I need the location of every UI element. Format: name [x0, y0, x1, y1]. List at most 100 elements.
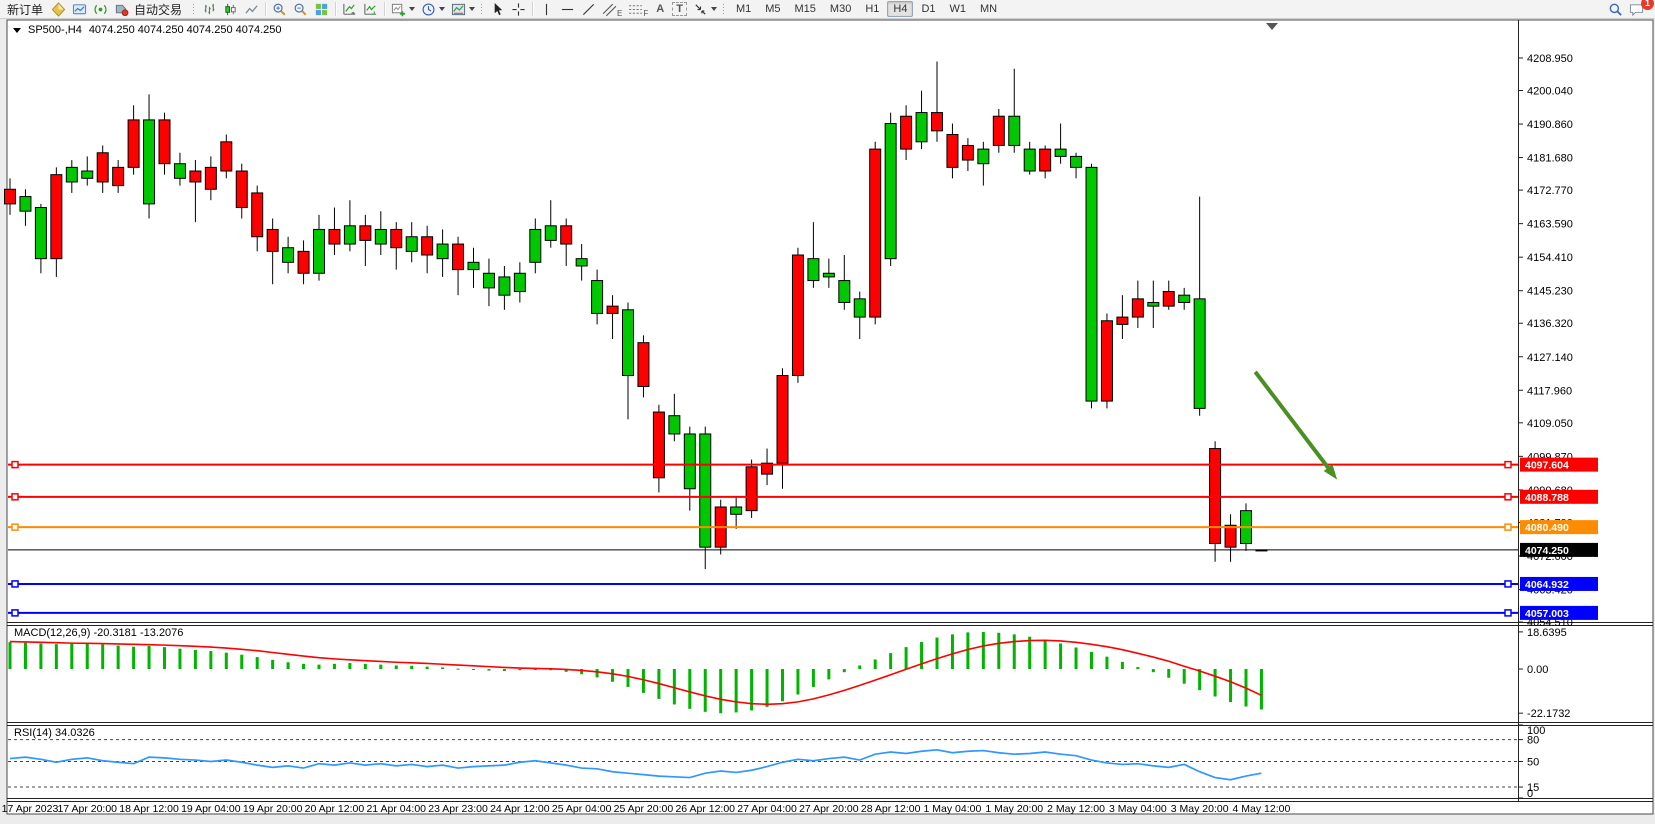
- price-line-handle[interactable]: [11, 493, 19, 501]
- autotrade-button[interactable]: 自动交易: [111, 1, 190, 18]
- macd-histogram-bar: [750, 669, 754, 711]
- candle: [529, 228, 542, 263]
- price-line-handle[interactable]: [1504, 523, 1512, 531]
- candlestick-type-icon[interactable]: [220, 1, 241, 18]
- macd-value: -20.3181: [93, 627, 137, 639]
- chat-icon[interactable]: 1: [1626, 0, 1654, 18]
- price-line-handle[interactable]: [11, 609, 19, 617]
- candle: [776, 375, 789, 464]
- timeframe-w1[interactable]: W1: [949, 3, 967, 15]
- macd-histogram-bar: [441, 667, 445, 670]
- trend-arrow-annotation[interactable]: [1253, 370, 1333, 473]
- timeframe-d1[interactable]: D1: [921, 3, 936, 15]
- timeframe-m5[interactable]: M5: [765, 3, 781, 15]
- timeframe-m30[interactable]: M30: [829, 3, 852, 15]
- macd-histogram-bar: [487, 669, 491, 671]
- candle: [266, 228, 279, 252]
- macd-histogram-bar: [796, 669, 800, 695]
- toolbar-grip[interactable]: [480, 2, 484, 16]
- arrows-tool-icon[interactable]: [690, 1, 720, 18]
- price-line-handle[interactable]: [11, 460, 19, 469]
- bar-chart-type-icon[interactable]: [199, 1, 220, 18]
- price-line-handle[interactable]: [1504, 460, 1512, 469]
- candle: [65, 166, 78, 183]
- timeframe-m1[interactable]: M1: [735, 3, 752, 15]
- cursor-tool-icon[interactable]: [487, 1, 508, 18]
- macd-histogram-bar: [1182, 669, 1186, 684]
- market-watch-icon[interactable]: [69, 1, 90, 18]
- timeframe-m15[interactable]: M15: [794, 3, 816, 15]
- template-button[interactable]: [448, 1, 478, 18]
- macd-histogram-bar: [302, 663, 306, 670]
- candle: [1178, 294, 1191, 303]
- crosshair-tool-icon[interactable]: [508, 1, 529, 18]
- macd-histogram-bar: [101, 644, 105, 670]
- toolbar-grip[interactable]: [192, 2, 196, 16]
- candle: [1193, 298, 1206, 409]
- indicator-list-icon[interactable]: [339, 1, 360, 18]
- price-tick-label: 4054.510: [1527, 617, 1573, 629]
- candle: [421, 236, 434, 256]
- macd-histogram-bar: [966, 632, 970, 670]
- candle: [313, 228, 325, 274]
- add-chart-caret: [409, 7, 416, 11]
- channel-tool-icon[interactable]: E: [599, 1, 625, 18]
- signals-icon[interactable]: [90, 1, 111, 18]
- candle: [467, 261, 480, 271]
- rsi-tick-label: 50: [1527, 757, 1539, 769]
- candle: [1039, 148, 1052, 172]
- fibonacci-tool-icon[interactable]: F: [625, 1, 651, 18]
- period-button[interactable]: [418, 1, 448, 18]
- trend-arrow-head: [1323, 464, 1338, 480]
- price-line-handle[interactable]: [11, 580, 19, 588]
- macd-histogram-bar: [147, 645, 151, 670]
- candle: [622, 309, 634, 377]
- chart-symbol-period: SP500-,H4: [28, 24, 82, 36]
- candle: [884, 123, 897, 260]
- macd-histogram-bar: [163, 647, 166, 670]
- price-line-handle[interactable]: [1504, 580, 1512, 588]
- search-icon[interactable]: [1605, 1, 1626, 18]
- macd-signal-value: -13.2076: [139, 627, 184, 639]
- macd-histogram-bar: [1136, 667, 1140, 670]
- mql-community-icon[interactable]: [48, 1, 69, 18]
- one-click-trading-toggle[interactable]: [13, 27, 21, 33]
- period-caret: [439, 7, 446, 11]
- candle: [50, 174, 63, 260]
- chart-shift-marker[interactable]: [1266, 23, 1278, 30]
- price-line-handle[interactable]: [1504, 493, 1512, 501]
- zoom-out-icon[interactable]: [290, 1, 311, 18]
- timeframe-h1[interactable]: H1: [865, 3, 880, 15]
- vertical-line-tool-icon[interactable]: [536, 1, 557, 18]
- macd-histogram-bar: [425, 666, 429, 670]
- macd-histogram-bar: [224, 652, 228, 670]
- toolbar-grip[interactable]: [721, 2, 725, 16]
- text-tool-icon[interactable]: A: [651, 1, 669, 18]
- text-tool-label: A: [656, 3, 665, 15]
- trendline-tool-icon[interactable]: [578, 1, 599, 18]
- indicator-window-icon[interactable]: [360, 1, 381, 18]
- horizontal-line-tool-icon[interactable]: [557, 1, 578, 18]
- candle: [498, 276, 511, 296]
- macd-histogram-bar: [1151, 669, 1155, 673]
- macd-histogram-bar: [1259, 669, 1263, 710]
- label-tool-icon[interactable]: T: [669, 1, 690, 18]
- candle: [652, 411, 665, 479]
- macd-histogram-bar: [734, 669, 738, 713]
- price-line-handle[interactable]: [1504, 609, 1512, 617]
- macd-histogram-bar: [116, 645, 120, 670]
- new-order-button[interactable]: 新订单: [7, 2, 44, 17]
- candle: [1054, 148, 1067, 157]
- zoom-in-icon[interactable]: [269, 1, 290, 18]
- price-tick-label: 4136.320: [1527, 318, 1573, 330]
- timeframe-mn[interactable]: MN: [980, 3, 998, 15]
- macd-histogram-bar: [1012, 634, 1016, 670]
- price-line-tag-label: 4097.604: [1525, 460, 1569, 472]
- add-chart-button[interactable]: [388, 1, 418, 18]
- line-chart-type-icon[interactable]: [241, 1, 262, 18]
- tile-windows-icon[interactable]: [311, 1, 332, 18]
- timeframe-h4[interactable]: H4: [887, 1, 914, 17]
- price-line-handle[interactable]: [11, 523, 19, 531]
- macd-histogram-bar: [564, 669, 568, 672]
